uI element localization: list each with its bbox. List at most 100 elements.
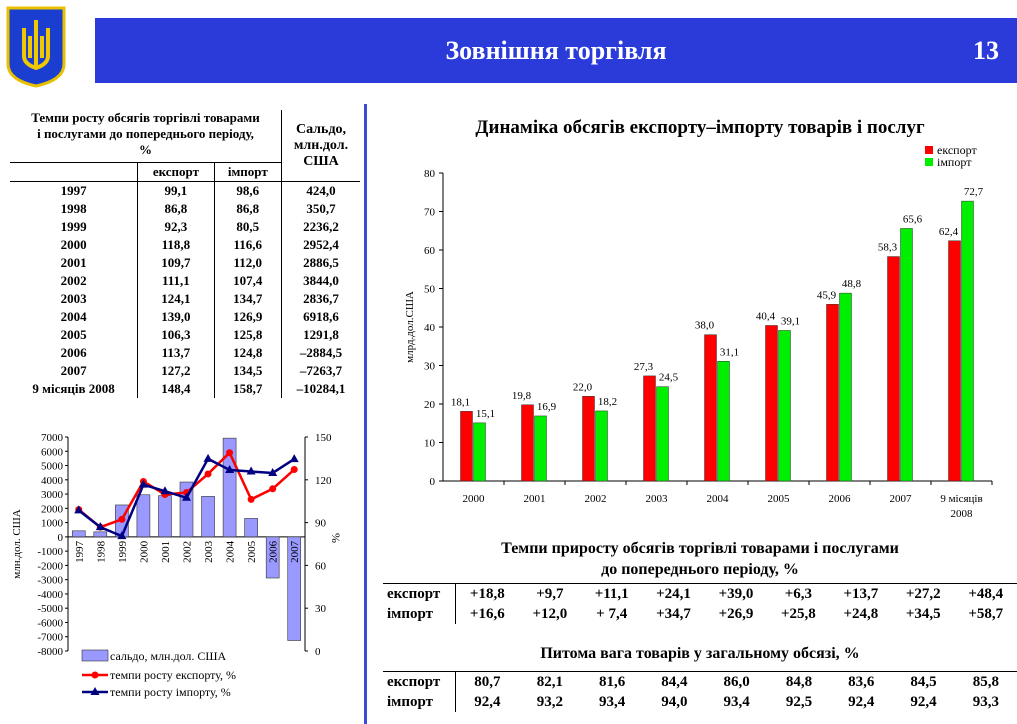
value-cell: 80,7 <box>455 671 519 692</box>
row-label: імпорт <box>383 604 456 624</box>
year-cell: 2007 <box>60 363 87 378</box>
saldo-cell: 2236,2 <box>281 218 360 236</box>
legend-marker <box>90 687 100 695</box>
data-label: 40,4 <box>756 310 776 322</box>
year-cell: 2001 <box>60 255 87 270</box>
y2-tick-label: 90 <box>315 518 327 530</box>
import-point <box>117 531 127 540</box>
y2-tick-label: 150 <box>315 432 332 444</box>
share-table: експорт 80,7 82,1 81,6 84,4 86,0 84,8 83,6 84,5 8… <box>383 671 1017 712</box>
x-tick-label: 2006 <box>829 493 852 505</box>
main-chart-title: Динаміка обсягів експорту–імпорту товарі… <box>475 117 925 138</box>
value-cell: 83,6 <box>830 671 893 692</box>
data-label: 65,6 <box>903 213 923 225</box>
y-tick-label: 2000 <box>41 503 64 515</box>
y-tick-label: -8000 <box>37 646 63 658</box>
export-point <box>269 485 277 493</box>
share-table-title: Питома вага товарів у загальному обсязі,… <box>540 645 860 662</box>
export-point <box>247 495 255 503</box>
import-bar <box>595 410 608 482</box>
export-point <box>226 449 234 457</box>
y-axis-label: млрд.дол.США <box>404 291 416 363</box>
saldo-cell: 1291,8 <box>281 326 360 344</box>
y-tick-label: 80 <box>424 168 436 180</box>
import-point <box>268 467 278 476</box>
table-row: експорт +18,8 +9,7 +11,1 +24,1 +39,0 +6,3 +13,7… <box>383 583 1017 604</box>
table-row: імпорт 92,4 93,2 93,4 94,0 93,4 92,5 92,4 92,4 93… <box>383 692 1017 712</box>
value-cell: +12,0 <box>532 606 568 622</box>
value-cell: +24,1 <box>642 583 705 604</box>
legend-swatch <box>925 146 933 154</box>
y-tick-label: 40 <box>424 322 436 334</box>
export-cell: 139,0 <box>137 308 215 326</box>
y2-tick-label: 120 <box>315 475 332 487</box>
import-point <box>225 464 235 473</box>
table-row: 1999 92,3 80,5 2236,2 <box>10 218 360 236</box>
y-tick-label: -2000 <box>37 560 63 572</box>
x-tick-label: 2006 <box>268 540 280 563</box>
value-cell: 84,8 <box>767 671 831 692</box>
legend-label: темпи росту експорту, % <box>110 668 236 682</box>
import-cell: 134,5 <box>213 362 282 380</box>
y2-tick-label: 0 <box>315 646 321 658</box>
year-cell: 2005 <box>60 327 87 342</box>
table-row: 2006 113,7 124,8 –2884,5 <box>10 344 360 362</box>
x-tick-label: 1999 <box>117 540 129 563</box>
x-tick-label: 2001 <box>160 541 172 563</box>
export-point <box>118 515 126 523</box>
import-cell: 158,7 <box>213 380 282 398</box>
export-bar <box>643 375 656 482</box>
data-label: 24,5 <box>659 372 679 384</box>
x-tick-label: 2000 <box>463 493 486 505</box>
saldo-bar <box>136 494 151 538</box>
data-label: 72,7 <box>964 186 984 198</box>
import-point <box>246 466 256 475</box>
y-tick-label: -6000 <box>37 617 63 629</box>
value-cell: + 7,4 <box>596 606 628 622</box>
value-cell: 93,4 <box>723 694 750 710</box>
x-tick-label: 2005 <box>768 493 791 505</box>
legend-swatch <box>925 158 933 166</box>
export-bar <box>765 325 778 482</box>
export-bar <box>582 396 595 482</box>
data-label: 38,0 <box>695 320 715 332</box>
row-label: експорт <box>383 583 456 604</box>
x-tick-label: 1998 <box>95 540 107 563</box>
year-cell: 2003 <box>60 291 87 306</box>
import-bar <box>473 422 486 482</box>
year-cell: 2002 <box>60 273 87 288</box>
y-tick-label: 70 <box>424 207 436 219</box>
saldo-cell: 350,7 <box>281 200 360 218</box>
import-bar <box>717 361 730 482</box>
value-cell: 82,1 <box>518 671 581 692</box>
data-label: 48,8 <box>842 278 862 290</box>
saldo-cell: –10284,1 <box>281 380 360 398</box>
value-cell: +39,0 <box>704 583 768 604</box>
export-bar <box>826 304 839 482</box>
export-bar <box>521 404 534 482</box>
import-cell: 107,4 <box>213 272 282 290</box>
x-tick-label: 9 місяців 2008 <box>940 493 982 520</box>
y-tick-label: 5000 <box>41 461 64 473</box>
saldo-cell: –7263,7 <box>281 362 360 380</box>
data-label: 45,9 <box>817 289 837 301</box>
export-point <box>204 470 212 478</box>
legend-swatch-saldo <box>81 649 109 662</box>
import-bar <box>900 228 913 482</box>
import-cell: 116,6 <box>213 236 282 254</box>
data-label: 39,1 <box>781 315 800 327</box>
table-row: 2007 127,2 134,5 –7263,7 <box>10 362 360 380</box>
export-import-chart: 0 10 20 30 40 50 60 70 80 млрд.дол.США 2000 18,1 15,… <box>404 143 993 520</box>
y-tick-label: 1000 <box>41 518 64 530</box>
year-cell: 9 місяців 2008 <box>32 381 115 396</box>
legend-label: темпи росту імпорту, % <box>110 685 231 699</box>
data-label: 15,1 <box>476 408 495 420</box>
export-cell: 92,3 <box>137 218 215 236</box>
y-tick-label: 4000 <box>41 475 64 487</box>
y-tick-label: -5000 <box>37 603 63 615</box>
saldo-bar <box>71 530 86 538</box>
data-label: 27,3 <box>634 361 654 373</box>
import-bar <box>778 330 791 482</box>
value-cell: 93,4 <box>598 694 626 710</box>
import-bar <box>839 292 852 482</box>
